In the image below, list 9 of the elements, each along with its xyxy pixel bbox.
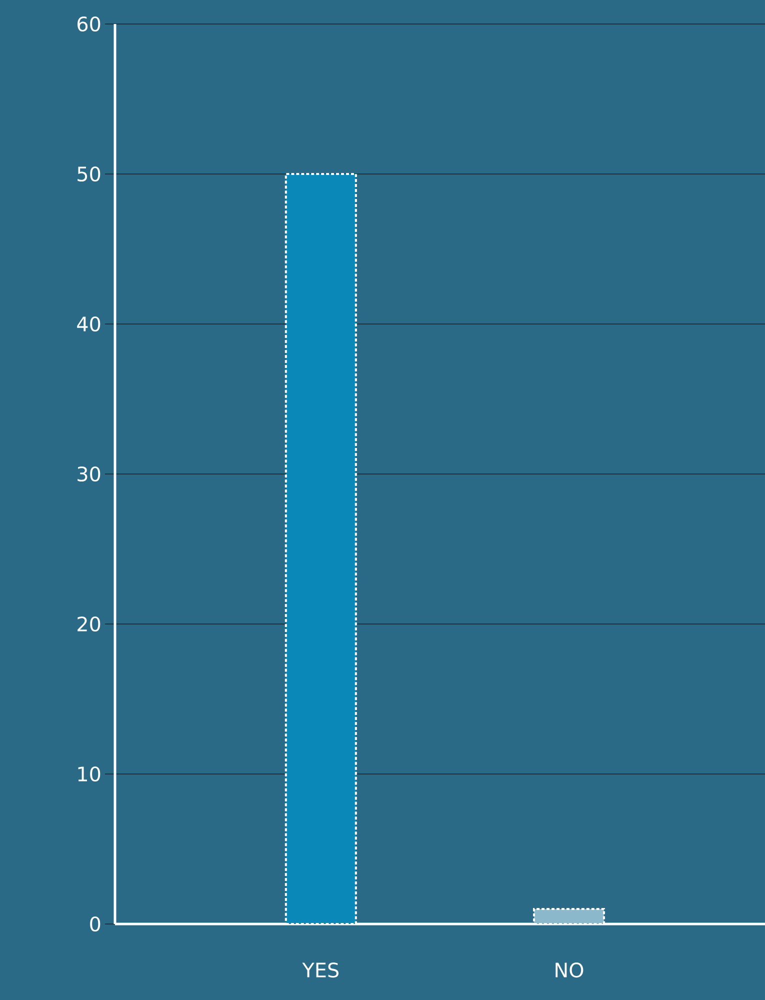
y-tick-label: 50: [78, 166, 100, 182]
y-tick-label: 10: [78, 766, 100, 782]
y-tick-label: 60: [78, 16, 100, 32]
y-tick-label: 0: [90, 916, 100, 932]
x-tick-label: YES: [302, 962, 339, 978]
y-tick-label: 40: [77, 316, 100, 332]
x-tick-label: NO: [556, 962, 584, 978]
y-tick-label: 30: [78, 466, 100, 482]
y-tick-label: 20: [78, 616, 100, 632]
